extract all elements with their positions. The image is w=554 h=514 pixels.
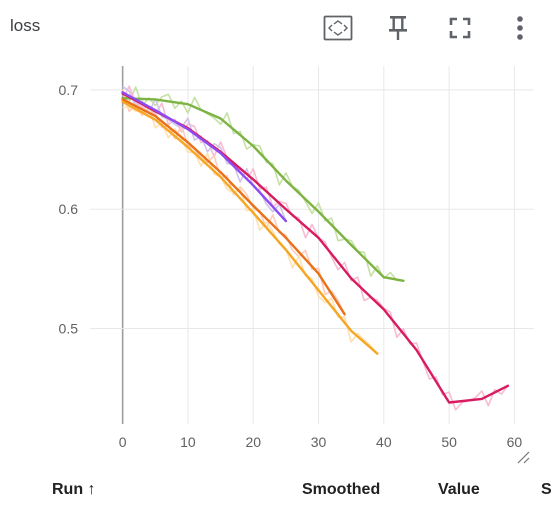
chart-grid <box>90 66 534 424</box>
fit-domain-icon <box>323 15 353 41</box>
fullscreen-icon <box>449 17 471 39</box>
smoothed-series-line[interactable] <box>121 100 379 355</box>
runs-table-header: Run ↑ Smoothed Value S <box>0 481 554 503</box>
fit-domain-button[interactable] <box>318 8 358 48</box>
pin-button[interactable] <box>378 8 418 48</box>
x-tick-label: 20 <box>245 434 261 450</box>
loss-chart[interactable]: 0 10 20 30 40 50 60 0.5 0.6 0.7 <box>0 60 554 455</box>
x-axis-ticks: 0 10 20 30 40 50 60 <box>119 434 523 450</box>
more-menu-button[interactable] <box>500 8 540 48</box>
x-tick-label: 40 <box>376 434 392 450</box>
more-vert-icon <box>517 16 523 40</box>
raw-series-line <box>121 85 509 411</box>
y-tick-label: 0.5 <box>59 321 79 337</box>
y-tick-label: 0.7 <box>59 82 79 98</box>
y-tick-label: 0.6 <box>59 201 79 217</box>
smoothed-series-lines <box>121 91 510 404</box>
smoothed-series-line[interactable] <box>121 96 405 282</box>
smoothed-series-line[interactable] <box>121 98 346 316</box>
card-title: loss <box>10 16 41 35</box>
x-tick-label: 30 <box>311 434 327 450</box>
y-axis-ticks: 0.5 0.6 0.7 <box>59 82 79 337</box>
step-column-header[interactable]: S <box>541 481 552 498</box>
fullscreen-button[interactable] <box>440 8 480 48</box>
value-column-header[interactable]: Value <box>438 481 480 498</box>
resize-handle-icon[interactable] <box>516 450 530 464</box>
x-tick-label: 0 <box>119 434 127 450</box>
run-column-header[interactable]: Run ↑ <box>52 481 96 498</box>
raw-series-lines <box>121 85 509 411</box>
smoothed-column-header[interactable]: Smoothed <box>302 481 381 498</box>
x-tick-label: 50 <box>441 434 457 450</box>
x-tick-label: 60 <box>507 434 523 450</box>
pin-icon <box>389 16 407 40</box>
x-tick-label: 10 <box>180 434 196 450</box>
smoothed-series-line[interactable] <box>121 91 288 223</box>
